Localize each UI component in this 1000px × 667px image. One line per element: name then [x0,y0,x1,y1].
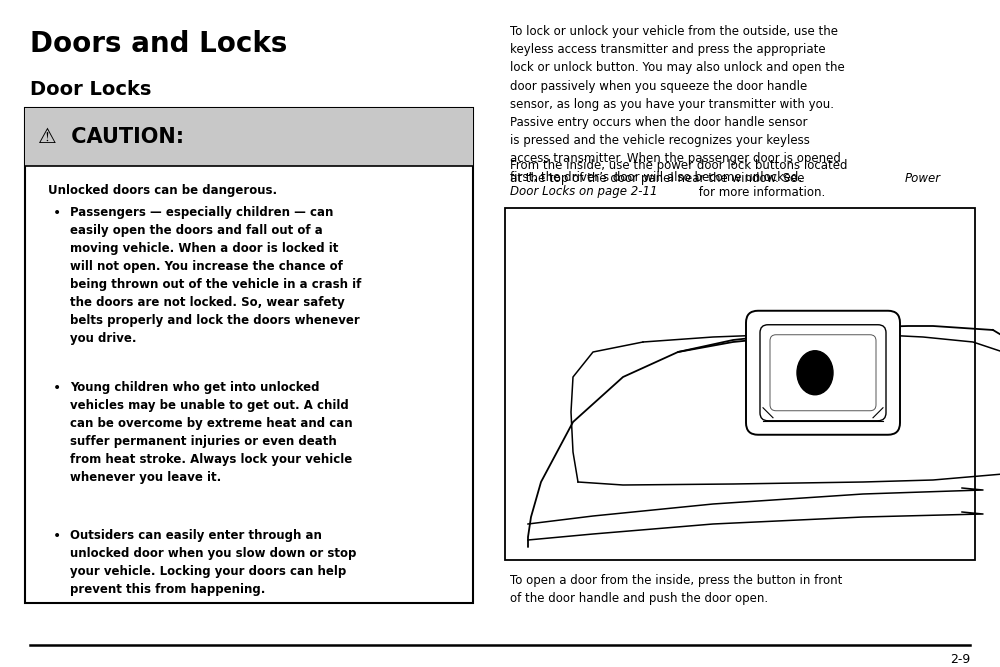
Text: for more information.: for more information. [695,185,825,199]
Text: •: • [53,529,61,543]
Text: Door Locks on page 2-11: Door Locks on page 2-11 [510,185,658,199]
Text: Outsiders can easily enter through an
unlocked door when you slow down or stop
y: Outsiders can easily enter through an un… [70,529,356,596]
Text: Power: Power [905,172,941,185]
FancyBboxPatch shape [746,311,900,435]
Bar [505,207,975,560]
Bar [25,108,473,166]
Text: To open a door from the inside, press the button in front
of the door handle and: To open a door from the inside, press th… [510,574,842,605]
Text: Passengers — especially children — can
easily open the doors and fall out of a
m: Passengers — especially children — can e… [70,206,361,345]
Text: •: • [53,381,61,395]
Ellipse shape [797,351,833,395]
FancyBboxPatch shape [760,325,886,421]
Text: 2-9: 2-9 [950,653,970,666]
Text: To lock or unlock your vehicle from the outside, use the
keyless access transmit: To lock or unlock your vehicle from the … [510,25,845,183]
Text: Unlocked doors can be dangerous.: Unlocked doors can be dangerous. [48,184,277,197]
Text: •: • [53,206,61,220]
Text: Doors and Locks: Doors and Locks [30,30,287,58]
Text: Young children who get into unlocked
vehicles may be unable to get out. A child
: Young children who get into unlocked veh… [70,381,353,484]
Bar [25,108,473,603]
Text: From the inside, use the power door lock buttons located: From the inside, use the power door lock… [510,159,848,171]
FancyBboxPatch shape [770,335,876,411]
Text: ⚠  CAUTION:: ⚠ CAUTION: [38,127,184,147]
Text: at the top of the door panel near the window. See: at the top of the door panel near the wi… [510,172,808,185]
Text: Door Locks: Door Locks [30,80,151,99]
